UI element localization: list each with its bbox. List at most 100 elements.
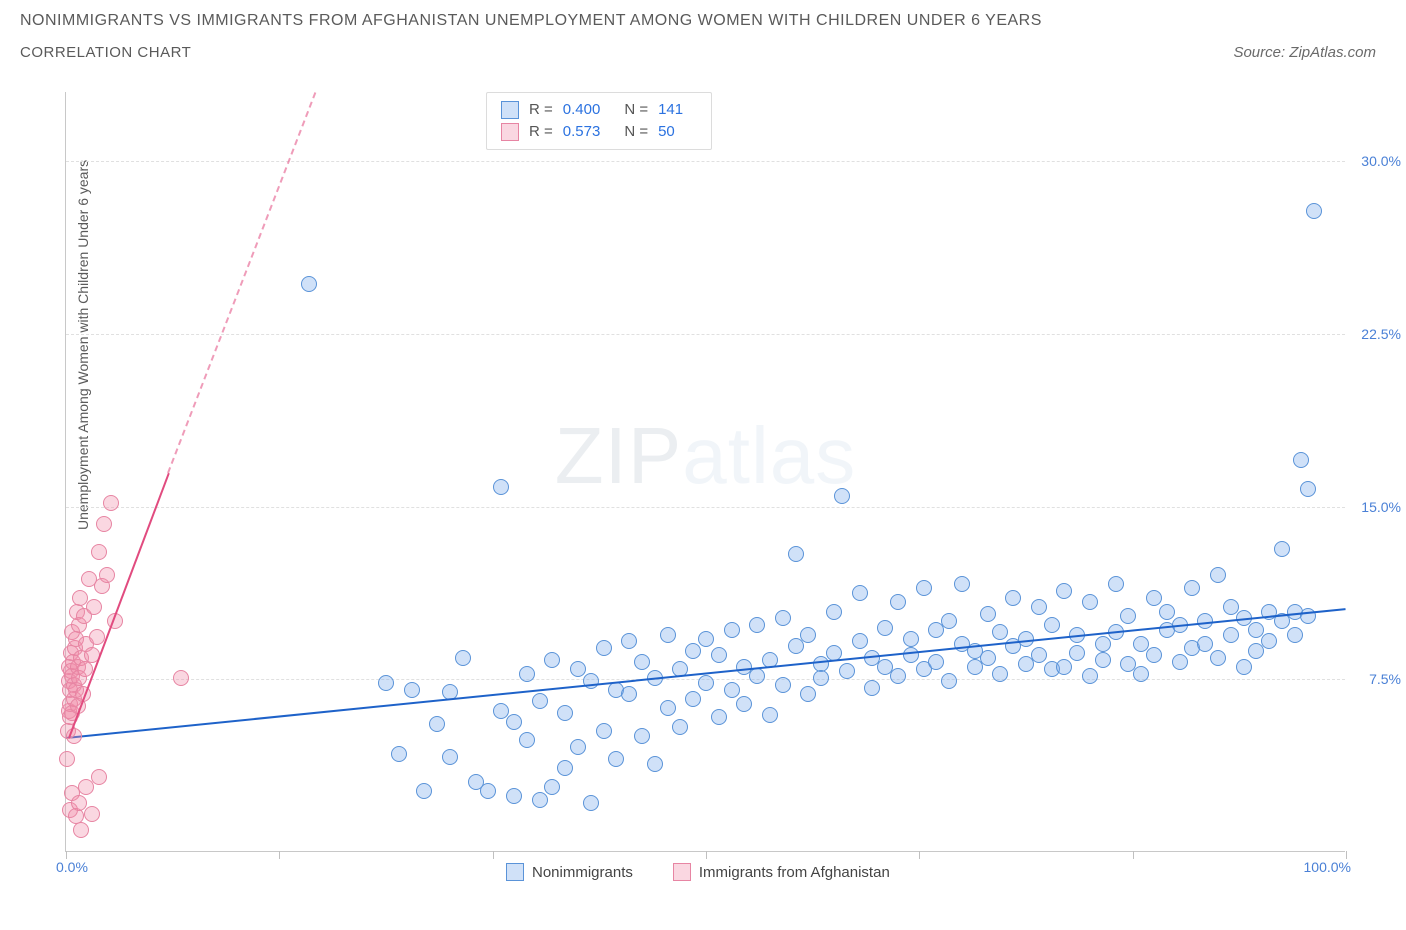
data-point-nonimmigrants: [1133, 666, 1149, 682]
x-tick: [1133, 851, 1134, 859]
data-point-nonimmigrants: [980, 606, 996, 622]
data-point-nonimmigrants: [493, 479, 509, 495]
stat-r-value: 0.573: [563, 121, 601, 143]
x-tick: [1346, 851, 1347, 859]
data-point-nonimmigrants: [621, 686, 637, 702]
data-point-nonimmigrants: [992, 666, 1008, 682]
legend-swatch: [501, 101, 519, 119]
legend-swatch: [673, 863, 691, 881]
data-point-nonimmigrants: [557, 760, 573, 776]
data-point-nonimmigrants: [301, 276, 317, 292]
stat-n-label: N =: [624, 121, 648, 143]
data-point-nonimmigrants: [890, 594, 906, 610]
data-point-nonimmigrants: [954, 576, 970, 592]
data-point-nonimmigrants: [1044, 617, 1060, 633]
data-point-nonimmigrants: [1236, 659, 1252, 675]
y-tick-label: 30.0%: [1361, 153, 1401, 169]
data-point-nonimmigrants: [711, 709, 727, 725]
data-point-nonimmigrants: [532, 693, 548, 709]
data-point-nonimmigrants: [1005, 590, 1021, 606]
data-point-nonimmigrants: [890, 668, 906, 684]
data-point-nonimmigrants: [1223, 627, 1239, 643]
data-point-nonimmigrants: [852, 633, 868, 649]
data-point-nonimmigrants: [429, 716, 445, 732]
data-point-nonimmigrants: [1197, 636, 1213, 652]
chart-title-line1: NONIMMIGRANTS VS IMMIGRANTS FROM AFGHANI…: [20, 12, 1042, 30]
correlation-chart: Unemployment Among Women with Children U…: [55, 80, 1385, 890]
data-point-nonimmigrants: [1261, 633, 1277, 649]
chart-title-line2: CORRELATION CHART: [20, 44, 1042, 61]
trend-line: [66, 608, 1346, 739]
data-point-nonimmigrants: [788, 546, 804, 562]
legend-swatch: [501, 123, 519, 141]
stat-n-value: 50: [658, 121, 675, 143]
data-point-nonimmigrants: [544, 779, 560, 795]
data-point-immigrants: [103, 495, 119, 511]
data-point-nonimmigrants: [1159, 604, 1175, 620]
x-tick: [493, 851, 494, 859]
data-point-nonimmigrants: [506, 714, 522, 730]
data-point-nonimmigrants: [1056, 659, 1072, 675]
data-point-nonimmigrants: [685, 691, 701, 707]
y-tick-label: 22.5%: [1361, 326, 1401, 342]
data-point-nonimmigrants: [1108, 576, 1124, 592]
data-point-immigrants: [91, 544, 107, 560]
series-legend-label: Nonimmigrants: [532, 864, 633, 881]
data-point-nonimmigrants: [596, 640, 612, 656]
data-point-nonimmigrants: [391, 746, 407, 762]
stats-legend-row-nonimmigrants: R =0.400N =141: [501, 99, 697, 121]
data-point-nonimmigrants: [864, 680, 880, 696]
gridline: [66, 161, 1345, 162]
data-point-nonimmigrants: [1056, 583, 1072, 599]
data-point-nonimmigrants: [1172, 654, 1188, 670]
data-point-nonimmigrants: [532, 792, 548, 808]
x-tick: [279, 851, 280, 859]
data-point-nonimmigrants: [1082, 668, 1098, 684]
data-point-immigrants: [73, 822, 89, 838]
data-point-nonimmigrants: [519, 732, 535, 748]
data-point-nonimmigrants: [442, 749, 458, 765]
series-legend-item-nonimmigrants: Nonimmigrants: [506, 863, 633, 881]
data-point-nonimmigrants: [378, 675, 394, 691]
data-point-nonimmigrants: [711, 647, 727, 663]
data-point-nonimmigrants: [480, 783, 496, 799]
data-point-nonimmigrants: [1095, 636, 1111, 652]
data-point-immigrants: [99, 567, 115, 583]
data-point-nonimmigrants: [903, 647, 919, 663]
data-point-nonimmigrants: [570, 739, 586, 755]
data-point-nonimmigrants: [1069, 645, 1085, 661]
data-point-nonimmigrants: [1146, 590, 1162, 606]
data-point-nonimmigrants: [1274, 541, 1290, 557]
data-point-nonimmigrants: [1210, 567, 1226, 583]
data-point-nonimmigrants: [800, 686, 816, 702]
gridline: [66, 507, 1345, 508]
data-point-nonimmigrants: [596, 723, 612, 739]
data-point-immigrants: [173, 670, 189, 686]
data-point-nonimmigrants: [992, 624, 1008, 640]
data-point-immigrants: [59, 751, 75, 767]
data-point-nonimmigrants: [544, 652, 560, 668]
data-point-nonimmigrants: [736, 696, 752, 712]
watermark: ZIPatlas: [555, 410, 856, 502]
data-point-nonimmigrants: [1287, 627, 1303, 643]
data-point-nonimmigrants: [698, 675, 714, 691]
data-point-nonimmigrants: [1031, 599, 1047, 615]
data-point-nonimmigrants: [1031, 647, 1047, 663]
data-point-immigrants: [96, 516, 112, 532]
data-point-nonimmigrants: [1082, 594, 1098, 610]
stats-legend: R =0.400N =141R = 0.573 N = 50: [486, 92, 712, 150]
data-point-immigrants: [84, 806, 100, 822]
data-point-nonimmigrants: [583, 795, 599, 811]
data-point-nonimmigrants: [404, 682, 420, 698]
data-point-nonimmigrants: [1306, 203, 1322, 219]
data-point-nonimmigrants: [1210, 650, 1226, 666]
data-point-nonimmigrants: [455, 650, 471, 666]
data-point-nonimmigrants: [608, 751, 624, 767]
stat-r-label: R =: [529, 99, 553, 121]
data-point-nonimmigrants: [647, 756, 663, 772]
data-point-immigrants: [86, 599, 102, 615]
data-point-nonimmigrants: [416, 783, 432, 799]
data-point-nonimmigrants: [506, 788, 522, 804]
data-point-nonimmigrants: [916, 580, 932, 596]
stat-r-label: R =: [529, 121, 553, 143]
